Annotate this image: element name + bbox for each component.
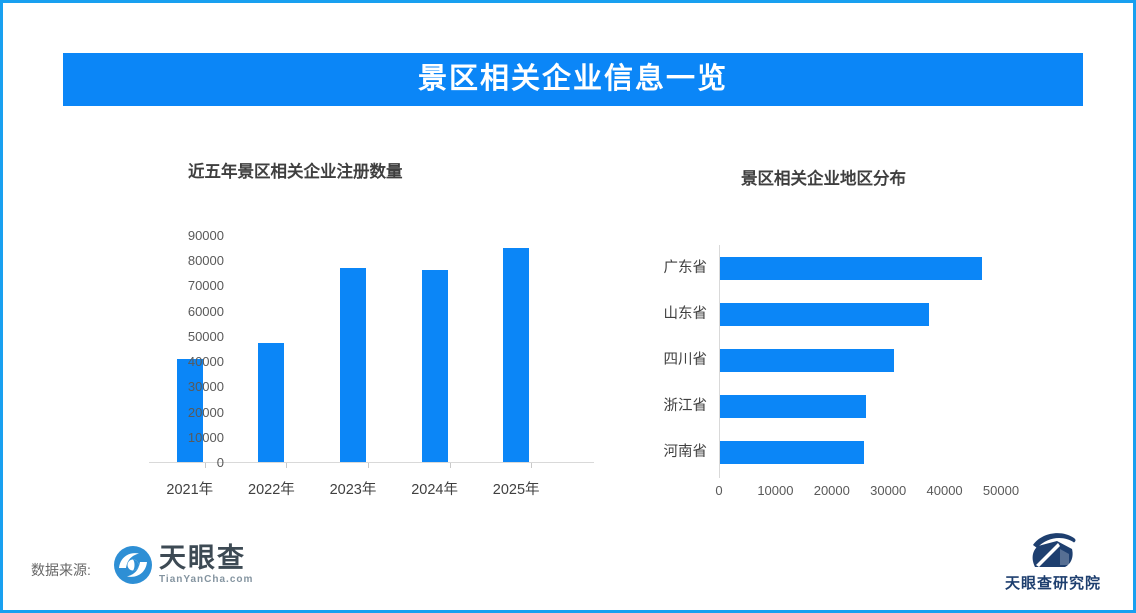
y-axis-label: 40000: [187, 354, 224, 370]
x-axis-label: 0: [715, 483, 723, 498]
bar-河南省: [720, 440, 864, 464]
bar-浙江省: [720, 394, 866, 418]
x-axis-tick: [449, 463, 451, 468]
category-label: 河南省: [663, 444, 708, 460]
region-chart-axis-line: [719, 245, 720, 478]
data-source-label: 数据来源:: [31, 562, 91, 578]
region-distribution-chart: 广东省山东省四川省浙江省河南省 0 10000 20000 30000 40000 5000…: [643, 245, 1123, 510]
y-axis-label: 50000: [187, 328, 224, 344]
y-axis-label: 90000: [187, 228, 224, 243]
tianyancha-eye-icon: [114, 546, 152, 584]
y-axis-label: 20000: [187, 404, 224, 420]
y-axis-label: 10000: [187, 429, 224, 445]
y-axis-label: 30000: [187, 379, 224, 395]
x-axis-label: 10000: [757, 483, 794, 498]
bar-广东省: [720, 256, 982, 280]
bar-2024年: [421, 270, 448, 462]
x-axis-label: 2025年: [492, 482, 540, 498]
bar-2022年: [258, 343, 285, 462]
x-axis-label: 40000: [926, 483, 963, 498]
research-institute-logo: 天眼查研究院: [988, 529, 1118, 593]
x-axis-label: 2023年: [329, 482, 377, 498]
x-axis-tick: [286, 463, 288, 468]
category-label: 广东省: [663, 260, 708, 276]
category-label: 浙江省: [663, 398, 708, 414]
category-label: 山东省: [663, 306, 708, 322]
x-axis-label: 2024年: [411, 482, 458, 498]
yearly-registrations-chart: 0 10000 20000 30000 40000 50000 60000 70000 8000…: [83, 228, 613, 513]
x-axis-label: 50000: [982, 483, 1020, 498]
yearly-chart-title: 近五年景区相关企业注册数量: [188, 163, 403, 181]
bar-四川省: [720, 348, 894, 372]
x-axis-label: 2022年: [248, 482, 295, 498]
x-axis-tick: [367, 463, 369, 468]
bar-山东省: [720, 302, 929, 326]
research-institute-name: 天眼查研究院: [1004, 575, 1101, 592]
x-axis-tick: [531, 463, 533, 468]
x-axis-tick: [204, 463, 206, 468]
x-axis-label: 30000: [870, 483, 907, 498]
x-axis-label: 2021年: [166, 482, 214, 498]
y-axis-label: 80000: [187, 253, 224, 269]
research-institute-icon: [1032, 533, 1076, 567]
category-label: 四川省: [663, 352, 708, 368]
bar-2023年: [340, 268, 366, 462]
bar-2025年: [503, 248, 530, 462]
tianyancha-wordmark: 天眼查: [159, 543, 246, 573]
x-axis-label: 20000: [813, 483, 850, 498]
y-axis-label: 70000: [187, 278, 224, 294]
bar-2021年: [176, 359, 203, 462]
y-axis-label: 0: [216, 455, 224, 470]
yearly-chart-plot: [149, 236, 594, 468]
tianyancha-domain: TianYanCha.com: [159, 574, 254, 585]
page-title: 景区相关企业信息一览: [63, 53, 1083, 106]
y-axis-label: 60000: [187, 303, 224, 319]
tianyancha-logo: 天眼查 TianYanCha.com: [113, 543, 253, 585]
region-chart-title: 景区相关企业地区分布: [741, 170, 906, 188]
